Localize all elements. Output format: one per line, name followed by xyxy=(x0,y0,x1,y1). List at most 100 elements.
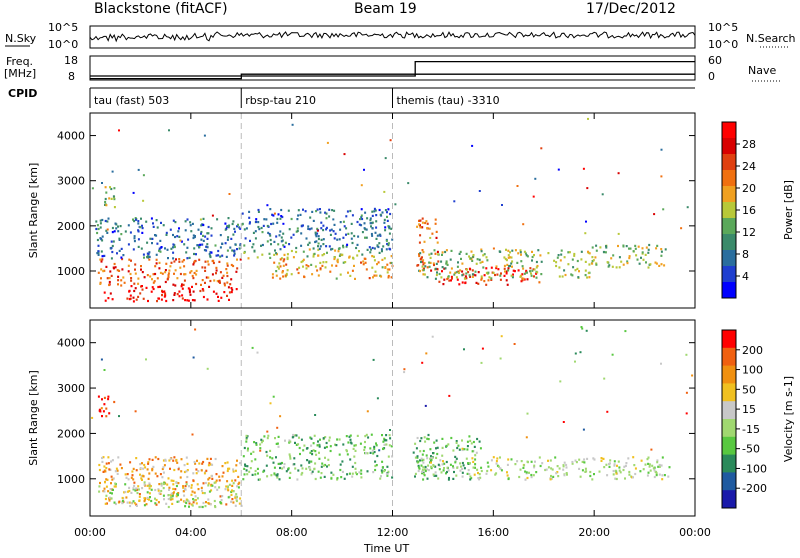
range-cell xyxy=(132,191,135,194)
range-cell xyxy=(161,467,164,471)
range-cell xyxy=(133,237,136,240)
range-cell xyxy=(345,233,347,236)
range-cell xyxy=(653,469,656,472)
range-cell xyxy=(184,505,187,508)
range-cell xyxy=(188,289,191,292)
range-cell xyxy=(204,235,207,238)
range-cell xyxy=(336,477,339,480)
range-cell xyxy=(104,200,107,204)
range-cell xyxy=(157,488,160,491)
range-cell xyxy=(144,466,147,469)
range-cell xyxy=(336,438,339,441)
range-cell xyxy=(510,262,513,265)
range-cell xyxy=(222,471,225,474)
range-cell xyxy=(197,244,200,247)
range-cell xyxy=(375,444,378,447)
range-cell xyxy=(499,357,502,360)
range-cell xyxy=(204,505,207,508)
range-cell xyxy=(205,249,208,252)
range-cell xyxy=(582,167,585,170)
range-cell xyxy=(349,274,352,277)
range-cell xyxy=(248,470,251,473)
range-cell xyxy=(371,210,374,213)
range-cell xyxy=(186,257,189,260)
range-cell xyxy=(424,440,427,443)
range-cell xyxy=(269,238,272,242)
colorbar-tick-label: -100 xyxy=(742,462,767,475)
range-cell xyxy=(362,263,365,266)
range-cell xyxy=(174,284,177,287)
range-cell xyxy=(235,493,238,496)
range-cell xyxy=(238,502,241,505)
range-cell xyxy=(330,477,333,480)
range-cell xyxy=(138,493,141,496)
range-cell xyxy=(416,460,419,463)
range-cell xyxy=(389,437,392,440)
range-cell xyxy=(420,464,423,467)
range-cell xyxy=(319,245,322,248)
range-cell xyxy=(226,264,229,267)
range-cell xyxy=(290,273,293,276)
range-cell xyxy=(182,259,185,262)
range-cell xyxy=(192,479,195,482)
range-cell xyxy=(293,463,296,466)
range-cell xyxy=(197,228,200,231)
range-cell xyxy=(403,368,406,371)
range-cell xyxy=(106,478,109,481)
range-cell xyxy=(221,242,224,245)
range-cell xyxy=(490,278,493,281)
range-cell xyxy=(434,267,437,270)
range-cell xyxy=(181,294,184,297)
range-cell xyxy=(430,456,433,460)
range-cell xyxy=(353,444,356,447)
range-cell xyxy=(504,257,507,261)
range-cell xyxy=(161,272,164,275)
range-cell xyxy=(574,352,577,355)
range-cell xyxy=(310,227,313,230)
range-cell xyxy=(511,249,514,252)
range-cell xyxy=(207,225,210,229)
range-cell xyxy=(422,263,425,266)
range-cell xyxy=(447,275,450,278)
range-cell xyxy=(219,234,222,237)
range-cell xyxy=(521,265,524,268)
range-cell xyxy=(188,485,190,488)
range-cell xyxy=(287,209,290,212)
range-cell xyxy=(245,227,248,230)
range-cell xyxy=(361,217,364,221)
range-cell xyxy=(522,277,525,280)
range-cell xyxy=(447,469,450,472)
range-cell xyxy=(647,456,650,459)
range-cell xyxy=(127,490,129,493)
colorbar-tick-label: 28 xyxy=(742,138,756,151)
range-cell xyxy=(185,481,188,484)
range-cell xyxy=(317,248,320,251)
range-cell xyxy=(143,483,146,486)
range-cell xyxy=(420,437,423,440)
range-cell xyxy=(658,473,661,476)
range-cell xyxy=(384,439,387,442)
range-cell xyxy=(216,488,219,491)
range-cell xyxy=(455,276,458,279)
range-cell xyxy=(239,244,242,247)
range-cell xyxy=(182,500,185,503)
range-cell xyxy=(632,250,635,253)
range-cell xyxy=(137,168,140,171)
range-cell xyxy=(445,472,447,475)
range-cell xyxy=(352,447,355,450)
range-cell xyxy=(118,415,120,418)
y-tick-label: 2000 xyxy=(57,427,85,440)
range-cell xyxy=(363,446,366,449)
range-cell xyxy=(524,252,527,255)
range-cell xyxy=(280,208,283,212)
range-cell xyxy=(535,266,538,269)
range-cell xyxy=(549,478,552,481)
range-cell xyxy=(378,242,381,245)
range-cell xyxy=(383,257,386,260)
range-cell xyxy=(290,249,293,253)
range-cell xyxy=(124,230,127,233)
range-cell xyxy=(375,237,378,240)
range-cell xyxy=(172,479,175,482)
range-cell xyxy=(365,228,368,231)
